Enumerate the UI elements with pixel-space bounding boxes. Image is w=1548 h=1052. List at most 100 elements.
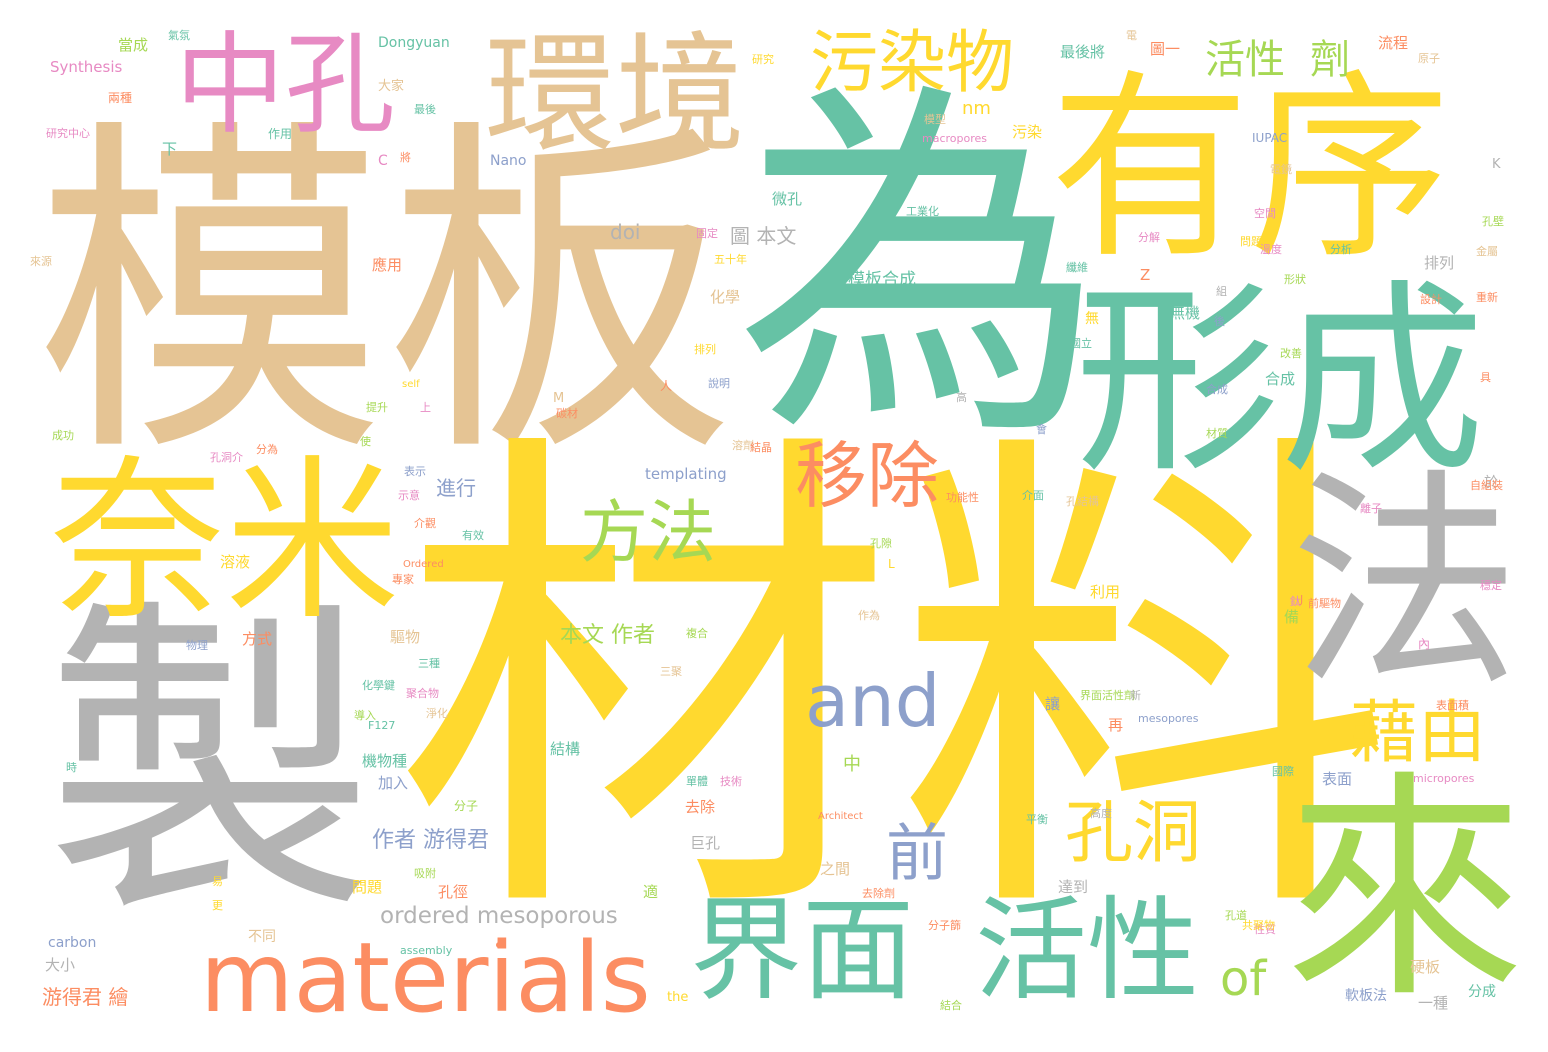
word-xia: 下: [162, 140, 178, 158]
word-jiemian: 界面: [690, 886, 914, 1016]
word-k: K: [1492, 157, 1501, 172]
word-fa: 法: [1290, 451, 1521, 718]
word-jukong: 巨孔: [690, 834, 721, 852]
word-chenggong: 成功: [52, 429, 74, 442]
word-tancai: 碳材: [556, 407, 578, 420]
word-qifen: 氣氛: [168, 29, 190, 42]
word-caizhi: 材質: [1206, 427, 1228, 440]
word-wu: 無: [1085, 311, 1099, 327]
word-assembly: assembly: [400, 944, 453, 957]
word-bei: 備: [1284, 608, 1300, 626]
word-zhi: 製: [45, 573, 375, 957]
word-self: self: [402, 379, 420, 390]
word-of: of: [1220, 951, 1267, 1007]
word-jinshu: 金屬: [1476, 245, 1498, 258]
word-shi: 適: [643, 883, 659, 901]
word-m: M: [553, 391, 565, 406]
word-kongjiegou: 孔結構: [1066, 495, 1099, 508]
word-ren: 人: [660, 379, 673, 393]
word-sanzhong: 三種: [418, 657, 440, 670]
word-nano: Nano: [490, 153, 527, 169]
word-tu-benwen: 圖 本文: [730, 224, 797, 248]
word-jinxing: 進行: [436, 476, 476, 500]
word-pailie: 排列: [1424, 254, 1455, 272]
word-youxiao: 有效: [462, 529, 484, 542]
word-zuihou: 最後: [414, 103, 436, 116]
word-jiwuzhong: 機物種: [362, 752, 408, 770]
word-daoru: 導入: [354, 709, 376, 722]
word-z: Z: [1140, 266, 1151, 284]
word-kongjing: 孔徑: [438, 883, 469, 901]
word-biaomian: 表面: [1322, 770, 1353, 788]
word-yanjiuzhongxin: 研究中心: [46, 127, 90, 140]
word-kongdongjie: 孔洞介: [210, 451, 243, 464]
word-shi-3: 時: [66, 761, 77, 774]
word-liangzhong: 兩種: [108, 91, 133, 105]
word-dangcheng: 當成: [118, 36, 149, 54]
word-youxu: 有序: [1050, 53, 1451, 286]
word-f127: F127: [368, 719, 396, 732]
word-yanjiu: 研究: [752, 53, 774, 66]
word-fencheng: 分成: [1468, 984, 1496, 1000]
word-wuran: 污染: [1012, 123, 1043, 141]
word-quchu: 去除: [685, 798, 716, 816]
word-danti: 單體: [686, 775, 708, 788]
word-xin: 新: [1130, 689, 1141, 702]
word-wuli: 物理: [186, 639, 208, 652]
word-wending: 穩定: [1480, 579, 1502, 592]
word-huoxing-1: 活性: [975, 886, 1199, 1016]
word-yichu: 移除: [795, 434, 940, 518]
word-zuowei: 作為: [858, 609, 880, 622]
word-huoxing-2: 活性: [1205, 37, 1285, 83]
word-hecheng-2: 合成: [1206, 383, 1228, 396]
word-tisheng: 提升: [366, 401, 388, 414]
word-huanjing: 環境: [485, 19, 746, 171]
word-kongjian: 空間: [1254, 207, 1276, 220]
word-jieguan: 介觀: [414, 517, 436, 530]
word-zu: 組: [1216, 285, 1227, 298]
word-lai: 來: [1285, 750, 1526, 1030]
word-geng: 更: [212, 899, 223, 912]
word-ji: 劑: [1310, 37, 1350, 83]
word-guoli: 國立: [1070, 337, 1092, 350]
word-jiemianhuoxingji: 界面活性劑: [1080, 689, 1135, 702]
word-quchuji: 去除劑: [862, 887, 895, 900]
word-huaxue: 化學: [710, 288, 741, 306]
word-shi-2: 使: [360, 435, 371, 448]
word-pailie-2: 排列: [694, 343, 716, 356]
word-fangfa: 方法: [580, 494, 717, 573]
word-ruanbanfa: 軟板法: [1345, 988, 1387, 1004]
word-gongjuwu: 共聚物: [1242, 919, 1275, 932]
word-sanju: 三聚: [660, 665, 682, 678]
word-quwu: 驅物: [390, 628, 421, 646]
word-qian: 前: [875, 820, 948, 882]
word-fenjie: 分解: [1138, 231, 1160, 244]
word-wuranwu: 污染物: [810, 24, 1015, 103]
word-tuyi: 圖一: [1150, 40, 1181, 58]
word-fangshi: 方式: [242, 630, 273, 648]
word-moban: 模板: [35, 91, 735, 499]
word-gongnengxing: 功能性: [946, 491, 979, 504]
word-zuozhe-youdejun: 作者 游得君: [372, 828, 489, 853]
word-jiang: 將: [400, 151, 411, 164]
word-biaomianji: 表面積: [1436, 699, 1469, 712]
word-xianwei: 纖維: [1066, 261, 1088, 274]
word-jiehe: 結合: [940, 999, 962, 1012]
word-qianquwu: 前驅物: [1308, 597, 1341, 610]
word-jiemian-2: 介面: [1022, 489, 1044, 502]
word-materials: materials: [200, 922, 651, 1034]
word-sheji: 設計: [1420, 293, 1442, 306]
word-yi: 易: [212, 875, 223, 888]
word-rongji: 溶劑: [732, 439, 754, 452]
word-mesopores: mesopores: [1138, 712, 1199, 725]
word-dianjing: 電鏡: [1270, 163, 1292, 176]
word-micropores: micropores: [1413, 772, 1475, 785]
word-gaodu: 高度: [1090, 807, 1112, 820]
word-laiyuan: 來源: [30, 255, 52, 268]
word-yizhong: 一種: [1418, 994, 1449, 1012]
word-zhongkong: 中孔: [175, 21, 395, 149]
word-yu: 於: [1484, 475, 1498, 491]
word-moxing: 模型: [924, 113, 946, 126]
word-zizuzhuang: 自組裝: [1470, 479, 1503, 492]
